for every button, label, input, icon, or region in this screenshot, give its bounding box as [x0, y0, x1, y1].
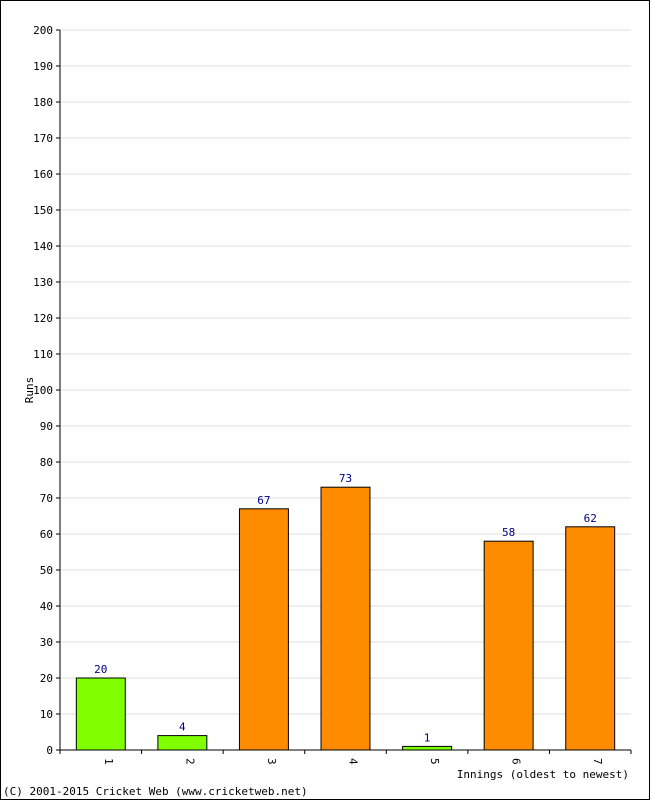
x-axis-label: Innings (oldest to newest) — [457, 768, 629, 781]
bar-innings-2 — [157, 735, 208, 751]
bar-value-label: 58 — [502, 526, 515, 539]
bar-innings-1 — [75, 677, 126, 751]
y-tick-label: 30 — [40, 636, 53, 649]
y-tick-label: 60 — [40, 528, 53, 541]
bar-value-label: 73 — [339, 472, 352, 485]
bar-value-label: 62 — [584, 512, 597, 525]
y-tick-label: 70 — [40, 492, 53, 505]
y-tick-label: 110 — [33, 348, 53, 361]
x-tick-label: 7 — [591, 758, 604, 765]
y-tick-label: 120 — [33, 312, 53, 325]
x-tick-label: 2 — [183, 758, 196, 765]
grid-lines — [60, 29, 631, 715]
y-tick-label: 10 — [40, 708, 53, 721]
bar-innings-7 — [565, 526, 616, 751]
bar-value-label: 67 — [257, 494, 270, 507]
x-tick-label: 4 — [347, 758, 360, 765]
y-tick-label: 20 — [40, 672, 53, 685]
x-tick-label: 6 — [510, 758, 523, 765]
y-tick-label: 180 — [33, 96, 53, 109]
y-tick-label: 50 — [40, 564, 53, 577]
y-tick-label: 170 — [33, 132, 53, 145]
y-tick-label: 150 — [33, 204, 53, 217]
bar-value-label: 20 — [94, 663, 107, 676]
bar-innings-4 — [320, 486, 371, 751]
y-tick-label: 40 — [40, 600, 53, 613]
y-tick-label: 0 — [46, 744, 53, 757]
bar-innings-3 — [238, 508, 289, 751]
bar-innings-6 — [483, 540, 534, 751]
y-tick-label: 190 — [33, 60, 53, 73]
y-axis-label: Runs — [23, 377, 36, 404]
x-tick-label: 5 — [428, 758, 441, 765]
x-axis-ticks: 1 2 3 4 5 6 7 — [59, 750, 632, 765]
y-axis-ticks: 0 10 20 30 40 50 60 70 80 90 100 110 120 130 140 150 160… — [33, 24, 60, 757]
y-tick-label: 130 — [33, 276, 53, 289]
bar-value-label: 4 — [179, 721, 186, 734]
y-tick-label: 160 — [33, 168, 53, 181]
bar-value-label: 1 — [424, 731, 431, 744]
x-tick-label: 3 — [265, 758, 278, 765]
x-tick-label: 1 — [102, 758, 115, 765]
bars: 20 4 67 73 1 58 62 — [75, 472, 616, 751]
copyright-footer: (C) 2001-2015 Cricket Web (www.cricketwe… — [3, 785, 308, 798]
y-tick-label: 140 — [33, 240, 53, 253]
bar-innings-5 — [402, 745, 453, 751]
y-tick-label: 100 — [33, 384, 53, 397]
y-tick-label: 90 — [40, 420, 53, 433]
y-tick-label: 80 — [40, 456, 53, 469]
y-tick-label: 200 — [33, 24, 53, 37]
